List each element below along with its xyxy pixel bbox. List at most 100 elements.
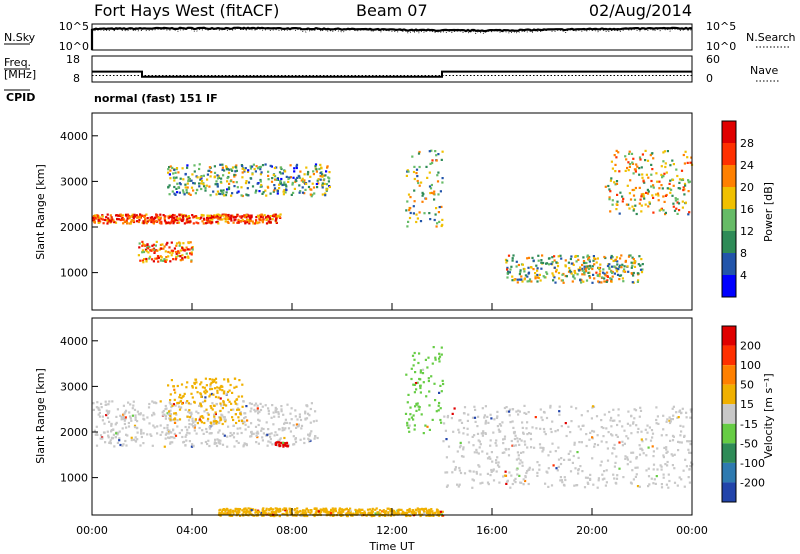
scatter-cell: [162, 247, 165, 250]
scatter-cell: [325, 183, 329, 186]
scatter-cell: [152, 243, 155, 246]
scatter-cell: [172, 222, 175, 225]
scatter-cell: [167, 221, 170, 224]
scatter-cell: [159, 424, 162, 427]
scatter-cell: [473, 416, 477, 419]
scatter-cell: [601, 276, 604, 279]
scatter-cell: [516, 437, 519, 440]
scatter-cell: [441, 218, 444, 221]
scatter-cell: [588, 258, 591, 262]
scatter-cell: [557, 458, 561, 461]
scatter-cell: [143, 215, 146, 218]
scatter-cell: [171, 190, 174, 193]
scatter-cell: [235, 421, 238, 425]
scatter-cell: [237, 395, 240, 398]
scatter-cell: [689, 443, 692, 446]
scatter-cell: [472, 479, 475, 482]
scatter-cell: [375, 512, 379, 515]
scatter-cell: [279, 213, 282, 216]
scatter-cell: [426, 366, 429, 369]
scatter-cell: [301, 511, 304, 514]
scatter-cell: [208, 169, 211, 172]
scatter-cell: [190, 246, 193, 249]
scatter-cell: [245, 442, 248, 446]
scatter-cell: [210, 171, 213, 174]
scatter-cell: [637, 279, 640, 282]
scatter-cell: [110, 424, 113, 427]
scatter-cell: [269, 215, 272, 218]
scatter-cell: [676, 201, 679, 204]
scatter-cell: [152, 219, 155, 222]
scatter-cell: [613, 272, 616, 275]
scatter-cell: [415, 168, 419, 171]
scatter-cell: [423, 212, 426, 215]
scatter-cell: [619, 191, 622, 194]
scatter-cell: [428, 428, 431, 431]
scatter-cell: [512, 431, 516, 434]
scatter-cell: [653, 478, 656, 481]
scatter-cell: [575, 484, 578, 487]
scatter-cell: [636, 272, 639, 275]
scatter-cell: [239, 412, 242, 416]
scatter-cell: [223, 434, 226, 437]
scatter-cell: [615, 256, 619, 259]
scatter-cell: [593, 277, 596, 280]
scatter-cell: [425, 509, 428, 512]
scatter-cell: [167, 384, 170, 387]
scatter-cell: [200, 179, 204, 183]
scatter-cell: [227, 171, 231, 174]
scatter-cell: [110, 422, 113, 426]
scatter-cell: [172, 385, 175, 388]
scatter-cell: [586, 254, 589, 257]
scatter-cell: [256, 409, 259, 412]
scatter-cell: [221, 192, 224, 195]
scatter-cell: [580, 441, 583, 444]
scatter-cell: [503, 406, 506, 410]
scatter-cell: [211, 218, 214, 221]
scatter-cell: [238, 379, 241, 382]
scatter-cell: [486, 415, 489, 418]
scatter-cell: [497, 461, 500, 464]
scatter-cell: [672, 414, 675, 417]
scatter-cell: [255, 189, 258, 192]
scatter-cell: [479, 443, 482, 446]
scatter-cell: [123, 412, 126, 415]
scatter-cell: [417, 361, 420, 365]
scatter-cell: [646, 192, 650, 195]
scatter-cell: [204, 187, 207, 190]
scatter-cell: [384, 514, 387, 517]
scatter-cell: [228, 509, 231, 512]
scatter-cell: [527, 266, 530, 269]
scatter-cell: [523, 278, 526, 281]
scatter-cell: [509, 421, 512, 424]
scatter-cell: [270, 432, 273, 435]
scatter-cell: [293, 167, 296, 170]
scatter-cell: [216, 190, 219, 193]
scatter-cell: [607, 431, 610, 434]
scatter-cell: [189, 252, 192, 255]
scatter-cell: [536, 267, 539, 270]
scatter-cell: [175, 167, 179, 170]
scatter-cell: [173, 247, 176, 250]
scatter-cell: [429, 187, 433, 190]
scatter-cell: [640, 258, 643, 261]
scatter-cell: [638, 444, 641, 447]
scatter-cell: [163, 219, 167, 222]
scatter-cell: [537, 276, 541, 279]
scatter-cell: [261, 512, 265, 515]
scatter-cell: [189, 193, 192, 196]
scatter-cell: [412, 414, 415, 417]
scatter-cell: [225, 191, 228, 194]
scatter-cell: [181, 258, 184, 261]
scatter-cell: [522, 478, 525, 481]
scatter-cell: [616, 474, 619, 477]
nsky-trace: [90, 26, 693, 50]
scatter-cell: [655, 406, 658, 409]
scatter-cell: [172, 172, 175, 175]
scatter-cell: [608, 188, 611, 191]
scatter-cell: [343, 508, 346, 511]
scatter-cell: [280, 172, 283, 175]
scatter-cell: [663, 446, 666, 449]
scatter-cell: [190, 253, 193, 256]
